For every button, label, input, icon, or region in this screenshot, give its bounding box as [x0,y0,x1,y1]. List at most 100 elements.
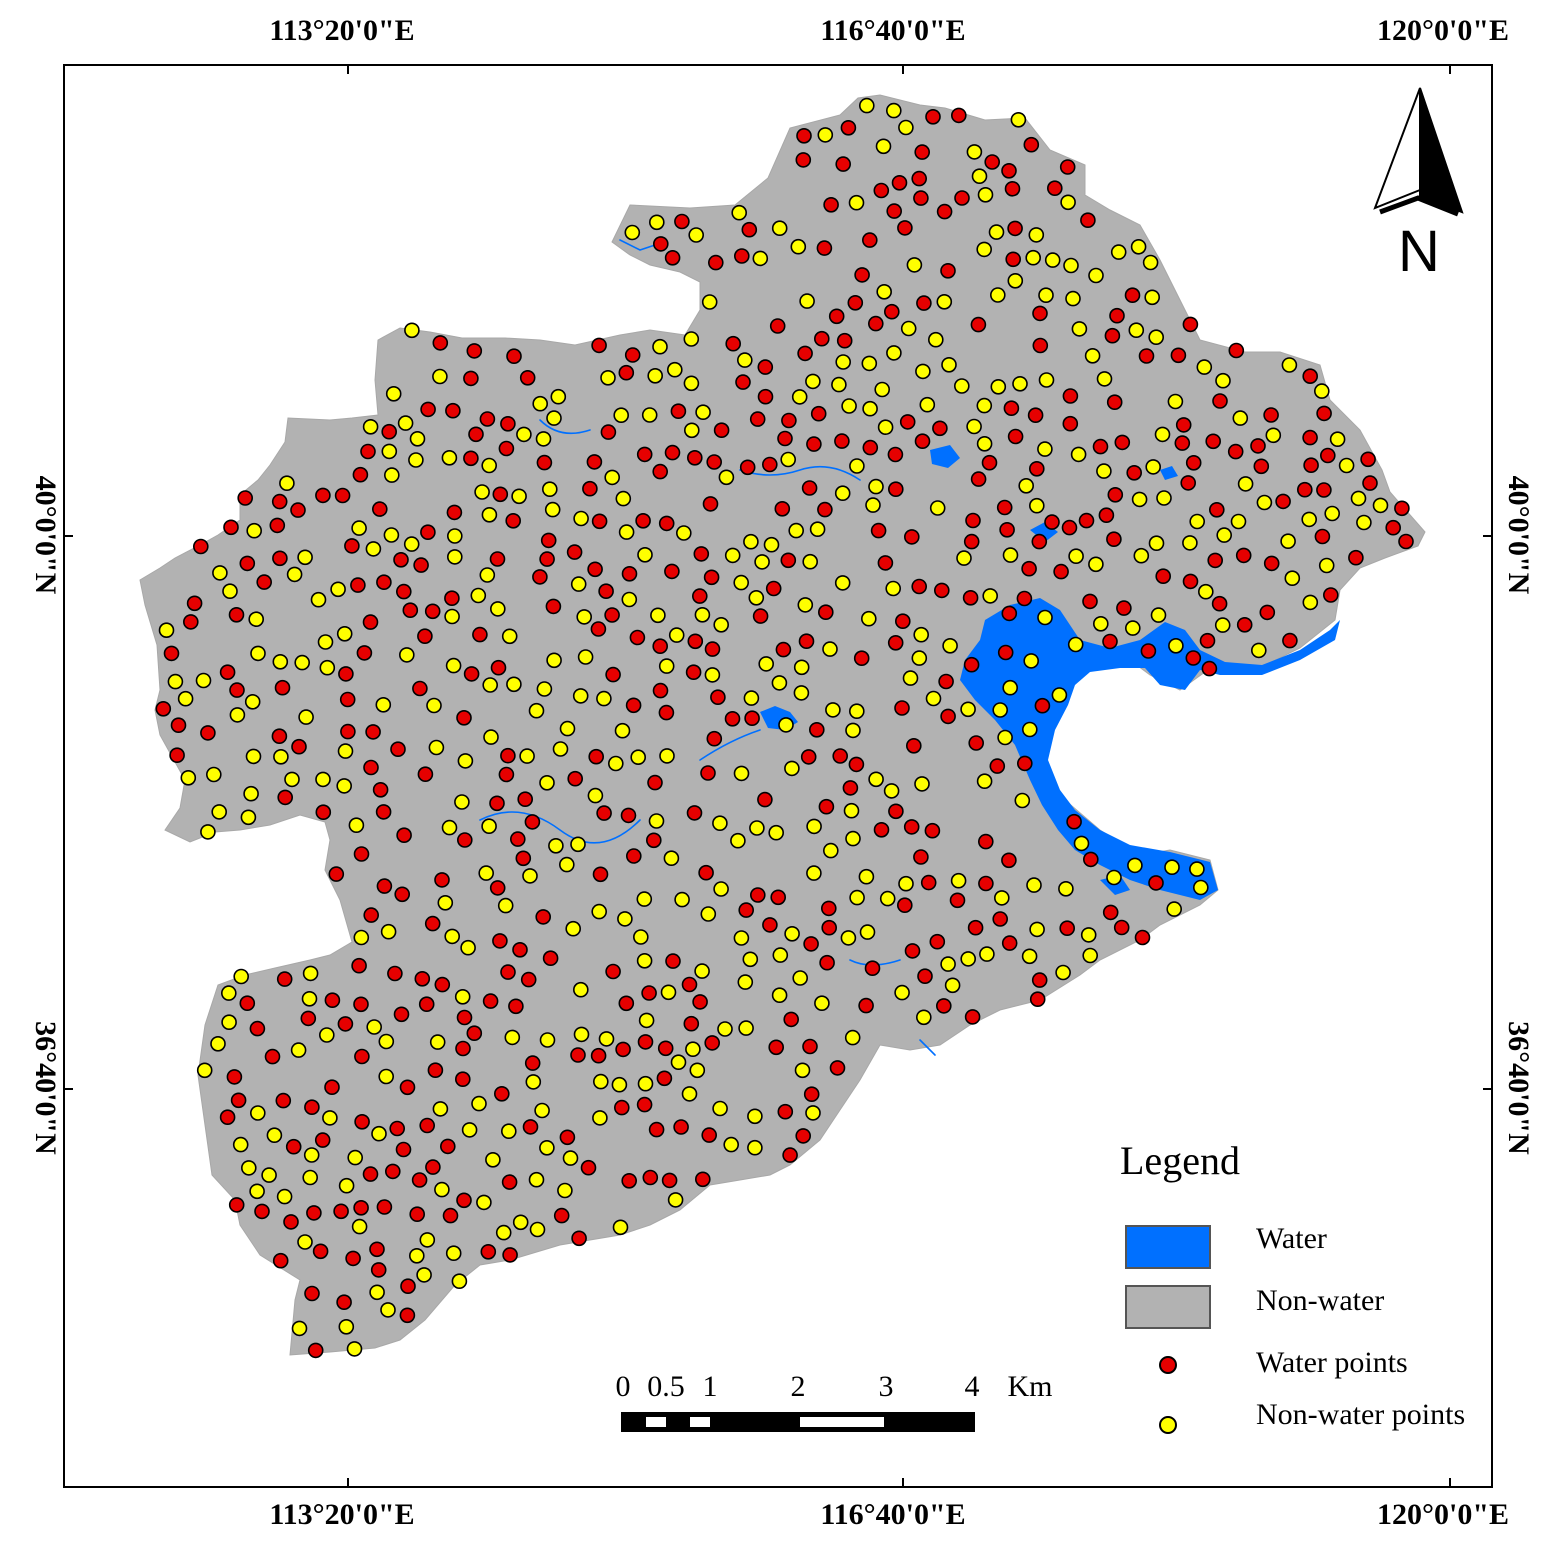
non-water-point-marker [685,1041,701,1057]
water-point-marker [520,971,537,988]
water-point-marker [463,370,479,387]
non-water-point-marker [500,1123,517,1139]
water-point-marker [228,1197,245,1213]
non-water-point-marker [799,293,815,309]
water-point-marker [442,1207,459,1224]
non-water-point-marker [1198,583,1214,600]
water-point-marker [1061,519,1078,536]
non-water-point-marker [266,1127,283,1143]
non-water-point-marker [844,1029,861,1046]
water-point-marker [829,1060,846,1076]
non-water-point-marker [322,1110,338,1126]
water-point-marker [434,976,451,993]
non-water-point-marker [351,520,367,536]
water-point-marker [304,1099,320,1115]
non-water-point-marker [790,238,807,255]
water-point-marker [1302,368,1318,385]
water-point-marker [445,402,461,419]
water-point-marker [524,814,541,830]
water-point-marker [375,804,392,820]
non-water-point-marker [1302,594,1319,611]
non-water-point-marker [859,924,876,940]
water-point-marker [500,747,516,764]
non-water-point-marker [936,293,953,310]
water-point-marker [362,1166,379,1182]
non-water-point-marker [570,836,586,853]
non-water-point-marker [763,536,780,553]
non-water-point-marker [1028,227,1045,243]
non-water-point-marker [913,626,930,643]
non-water-point-marker [381,443,398,460]
water-point-marker [770,889,787,906]
non-water-point-marker [591,903,608,920]
non-water-point-marker [868,771,884,788]
non-water-point-marker [805,373,821,390]
non-water-point-marker [587,787,604,804]
non-water-point-marker [1038,287,1054,304]
non-water-point-marker [738,1020,754,1036]
non-water-point-marker [284,771,300,788]
non-water-point-marker [747,1139,763,1156]
water-point-marker [1250,438,1266,454]
water-point-marker [1114,434,1131,451]
scale-label-4: 4 [964,1370,980,1403]
water-point-marker [272,1252,289,1269]
water-point-marker [228,606,245,623]
non-water-point-marker [718,469,735,486]
non-water-point-marker [1148,329,1164,346]
non-water-point-marker [1144,289,1160,306]
non-water-point-marker [683,422,700,439]
non-water-point-marker [845,722,861,739]
water-point-marker [493,1086,510,1102]
water-point-marker [492,933,508,949]
water-point-marker [652,463,669,480]
non-water-point-marker [506,676,522,693]
non-water-point-marker [291,1320,308,1337]
water-point-marker [498,440,515,457]
water-point-marker [1053,563,1069,580]
water-point-marker [686,449,703,466]
water-point-marker [741,221,758,238]
non-water-point-marker [621,591,638,608]
water-point-marker [681,976,698,993]
water-point-marker [861,232,878,248]
water-point-marker [1212,393,1228,409]
non-water-point-marker [862,400,878,417]
water-point-marker [1031,533,1048,550]
lon-label-top-2: 116°40'0"E [820,14,966,47]
non-water-point-marker [879,890,896,907]
water-point-marker [351,957,367,974]
non-water-point-marker [648,813,665,829]
non-water-point-marker [167,673,184,690]
water-point-marker [517,791,534,808]
water-point-marker [324,1079,340,1095]
water-point-marker [396,827,412,844]
non-water-point-marker [471,1095,487,1112]
water-point-marker [685,664,702,681]
water-point-marker [1004,181,1021,197]
water-point-marker [848,756,865,773]
non-water-point-marker [294,654,311,671]
map-frame [63,64,1493,1488]
water-point-marker [904,943,921,959]
non-water-point-marker [559,720,576,737]
water-point-marker [425,1159,441,1175]
scale-unit: Km [1007,1370,1053,1403]
water-point-marker [1259,604,1276,621]
non-water-point-marker [1230,513,1247,530]
non-water-point-marker [446,549,463,565]
non-water-point-marker [1073,835,1090,852]
non-water-point-marker [1196,359,1213,375]
non-water-point-marker [701,294,718,310]
water-point-marker [1001,163,1017,179]
non-water-point-marker [495,1224,512,1241]
non-water-point-marker [441,449,458,466]
water-point-marker [419,1117,436,1134]
non-water-point-marker [960,951,977,967]
non-water-point-marker [1301,511,1317,528]
water-point-marker [963,656,980,673]
water-point-marker [456,1009,473,1026]
non-water-point-marker [534,1102,550,1119]
non-water-point-marker [539,1032,556,1048]
non-water-point-marker [1044,252,1061,268]
